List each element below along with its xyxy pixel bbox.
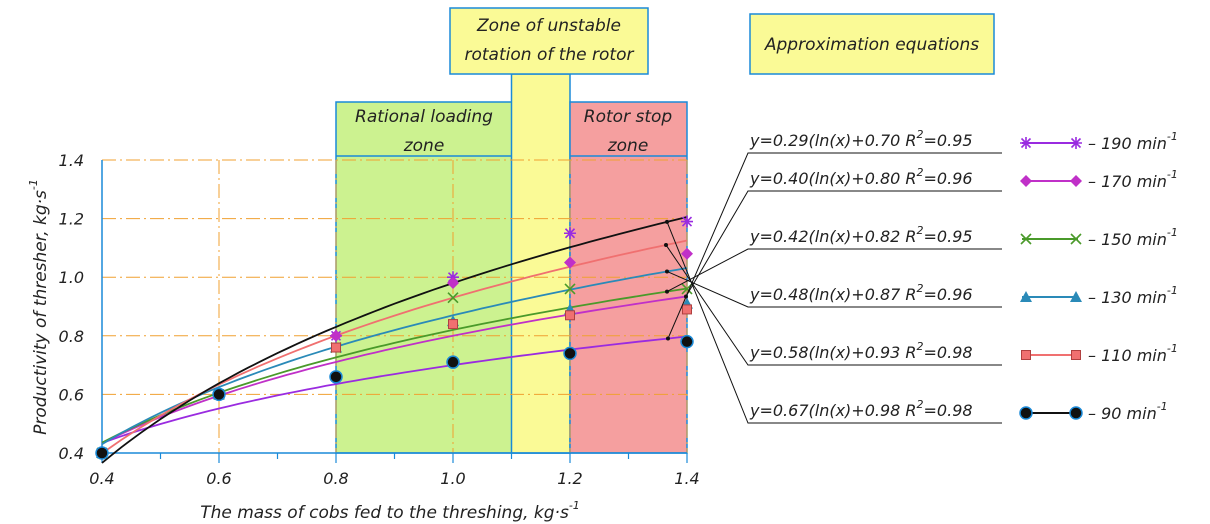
legend-marker-90 [1069, 406, 1083, 420]
unstable-zone-callout [449, 7, 649, 75]
equations-layer: y=0.29(ln(x)+0.70 R2=0.95 y=0.40(ln(x)+0.… [749, 128, 973, 420]
approx-title: Approximation equations [764, 35, 979, 55]
rational-zone-text-2: zone [403, 136, 445, 156]
legend-marker-190 [1020, 137, 1032, 149]
legend-marker-110 [1071, 350, 1081, 360]
data-point-170 [681, 247, 693, 260]
legend-marker-150 [1070, 233, 1082, 245]
leader-line-90 [666, 221, 1002, 424]
data-point-190 [564, 227, 576, 240]
leader-line-130 [666, 270, 1002, 308]
legend-label-190: – 190 min-1 [1088, 130, 1178, 153]
data-point-90 [680, 334, 694, 349]
data-point-170 [564, 256, 576, 269]
legend-label-110: – 110 min-1 [1088, 342, 1178, 365]
y-tick-label: 1.0 [59, 268, 84, 287]
legend-label-130: – 130 min-1 [1088, 284, 1178, 307]
rational-zone-text-1: Rational loading [355, 107, 493, 127]
unstable-zone-text-2: rotation of the rotor [465, 45, 635, 65]
y-tick-label: 0.6 [59, 385, 84, 404]
x-tick-label: 0.8 [323, 469, 348, 488]
data-point-90 [329, 370, 343, 384]
legend-label-150: – 150 min-1 [1088, 226, 1178, 249]
y-tick-label: 1.4 [59, 151, 84, 170]
legend-label-170: – 170 min-1 [1088, 168, 1178, 191]
data-point-110 [682, 304, 692, 315]
legend-layer: – 190 min-1 – 170 min-1 – 150 min-1 – 130 m… [1019, 130, 1178, 423]
y-tick-label: 0.8 [59, 327, 84, 346]
fit-curve-90 [101, 216, 688, 464]
fit-curve-150 [101, 287, 688, 444]
data-point-90 [212, 387, 226, 402]
data-point-110 [565, 310, 575, 321]
data-point-170 [447, 277, 459, 290]
fit-curve-190 [101, 335, 688, 444]
y-tick-label: 1.2 [59, 210, 84, 229]
equation-170: y=0.40(ln(x)+0.80 R2=0.96 [749, 166, 973, 188]
legend-marker-150 [1020, 233, 1032, 245]
leader-line-110 [665, 244, 1002, 366]
x-tick-label: 1.0 [440, 469, 465, 488]
data-point-90 [95, 446, 109, 460]
fit-curve-170 [101, 295, 688, 445]
x-tick-label: 0.6 [206, 469, 231, 488]
y-axis-label: Productivity of thresher, kg·s-1 [27, 179, 51, 435]
legend-marker-170 [1020, 175, 1032, 187]
x-tick-label: 0.4 [89, 469, 114, 488]
equation-190: y=0.29(ln(x)+0.70 R2=0.95 [749, 128, 973, 150]
equation-150: y=0.42(ln(x)+0.82 R2=0.95 [749, 224, 973, 246]
data-point-110 [448, 319, 458, 330]
legend-marker-190 [1070, 137, 1082, 149]
x-axis-label: The mass of cobs fed to the threshing, k… [200, 499, 580, 523]
equation-leaders-layer [664, 152, 1002, 424]
legend-marker-130 [1020, 291, 1032, 302]
legend-marker-110 [1021, 350, 1031, 360]
equation-90: y=0.67(ln(x)+0.98 R2=0.98 [749, 398, 973, 420]
data-point-190 [681, 215, 693, 228]
points-layer [95, 215, 694, 460]
data-point-90 [563, 346, 577, 361]
legend-label-90: – 90 min-1 [1088, 400, 1168, 423]
leader-line-150 [666, 248, 1002, 293]
zone-unstable [510, 73, 571, 454]
legend-marker-130 [1070, 291, 1082, 302]
data-point-150 [447, 292, 459, 304]
legend-marker-90 [1019, 406, 1033, 420]
data-point-150 [564, 283, 576, 295]
leader-line-170 [685, 190, 1002, 297]
equation-110: y=0.58(ln(x)+0.93 R2=0.98 [749, 340, 973, 362]
data-point-110 [331, 342, 341, 353]
unstable-zone-text-1: Zone of unstable [476, 16, 621, 36]
data-point-170 [330, 329, 342, 342]
data-point-90 [446, 355, 460, 369]
tick-layer: 0.4 0.6 0.8 1.0 1.2 1.4 0.4 0.6 0.8 1.0 1.2 1.4 [59, 151, 700, 488]
stop-zone-text-2: zone [607, 136, 649, 156]
y-tick-label: 0.4 [59, 444, 84, 463]
equation-130: y=0.48(ln(x)+0.87 R2=0.96 [749, 282, 973, 304]
curves-layer [101, 216, 688, 464]
x-tick-label: 1.2 [557, 469, 582, 488]
approx-title-box [749, 13, 995, 75]
stop-zone-text-1: Rotor stop [584, 107, 673, 127]
x-tick-label: 1.4 [674, 469, 699, 488]
legend-marker-170 [1070, 175, 1082, 187]
